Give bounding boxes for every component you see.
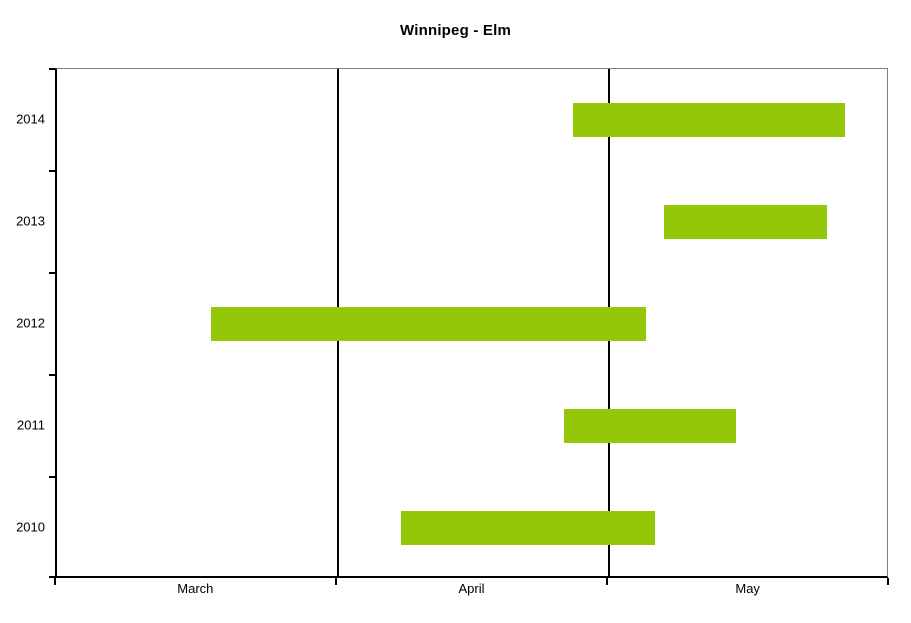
gantt-bar-2014 (573, 103, 845, 137)
gantt-bar-2011 (564, 409, 737, 443)
gantt-bar-2013 (663, 205, 827, 239)
x-axis-tick (54, 578, 56, 585)
y-axis-label-2011: 2011 (17, 417, 45, 433)
gantt-bar-2012 (210, 307, 646, 341)
x-axis-tick (606, 578, 609, 585)
y-axis-tick (49, 272, 55, 274)
x-axis-tick (334, 578, 337, 585)
plot-area (55, 68, 888, 578)
y-axis-label-2010: 2010 (16, 519, 45, 535)
chart-title: Winnipeg - Elm (400, 22, 511, 39)
y-axis-tick (49, 68, 55, 70)
y-axis-label-2012: 2012 (16, 315, 45, 331)
gantt-bar-2010 (401, 511, 655, 545)
x-axis-tick (887, 578, 889, 585)
y-axis-tick (49, 476, 55, 478)
y-axis-label-2013: 2013 (16, 213, 45, 229)
y-axis-tick (49, 576, 55, 578)
x-axis-label-march: March (177, 581, 214, 596)
x-axis-label-april: April (458, 581, 485, 596)
x-axis-label-may: May (735, 581, 760, 596)
y-axis-label-2014: 2014 (16, 111, 45, 127)
y-axis-tick (49, 374, 55, 376)
y-axis-tick (49, 170, 55, 172)
